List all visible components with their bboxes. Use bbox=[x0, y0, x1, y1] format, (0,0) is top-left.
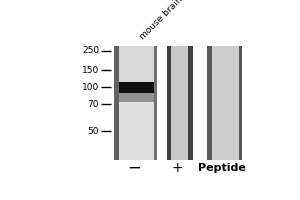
Bar bbox=[212, 46, 239, 160]
Text: 250: 250 bbox=[82, 46, 99, 55]
Bar bbox=[239, 46, 242, 160]
Bar bbox=[118, 46, 154, 82]
Bar bbox=[188, 46, 193, 160]
Bar bbox=[154, 46, 157, 160]
Bar bbox=[167, 46, 193, 160]
Text: 50: 50 bbox=[88, 127, 99, 136]
Bar bbox=[114, 46, 157, 160]
Text: −: − bbox=[127, 159, 141, 177]
Text: 70: 70 bbox=[88, 100, 99, 109]
Bar bbox=[171, 46, 188, 160]
Bar bbox=[207, 46, 212, 160]
Bar bbox=[207, 46, 242, 160]
Text: +: + bbox=[171, 161, 183, 175]
Bar bbox=[114, 46, 118, 160]
Text: 150: 150 bbox=[82, 66, 99, 75]
Text: Peptide: Peptide bbox=[198, 163, 246, 173]
Text: 100: 100 bbox=[82, 83, 99, 92]
Bar bbox=[167, 46, 171, 160]
Bar bbox=[118, 82, 154, 93]
Text: mouse brain: mouse brain bbox=[138, 0, 184, 42]
Bar bbox=[157, 46, 167, 160]
Bar bbox=[118, 93, 154, 102]
Bar bbox=[118, 46, 154, 160]
Bar bbox=[193, 46, 207, 160]
